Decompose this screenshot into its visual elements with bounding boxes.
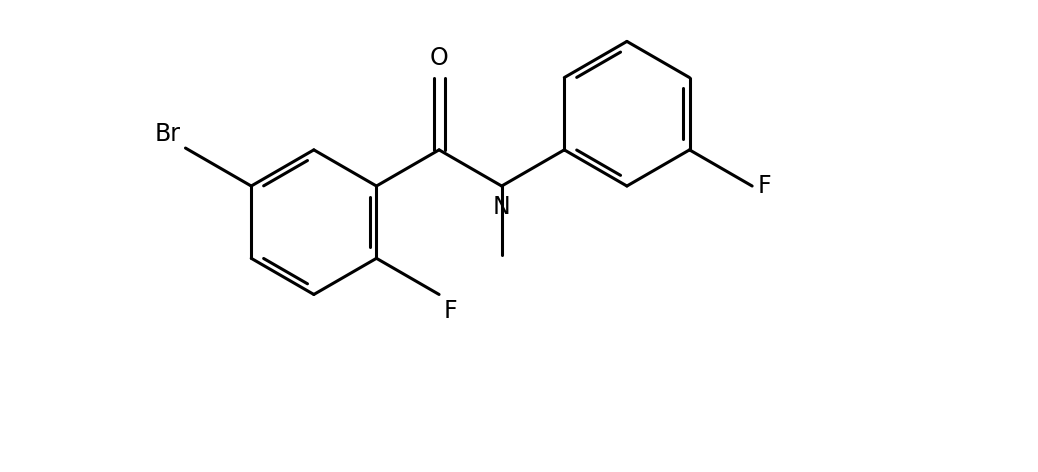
Text: F: F: [758, 174, 771, 198]
Text: Br: Br: [155, 122, 181, 146]
Text: O: O: [430, 46, 448, 70]
Text: F: F: [444, 299, 458, 323]
Text: N: N: [493, 195, 511, 219]
